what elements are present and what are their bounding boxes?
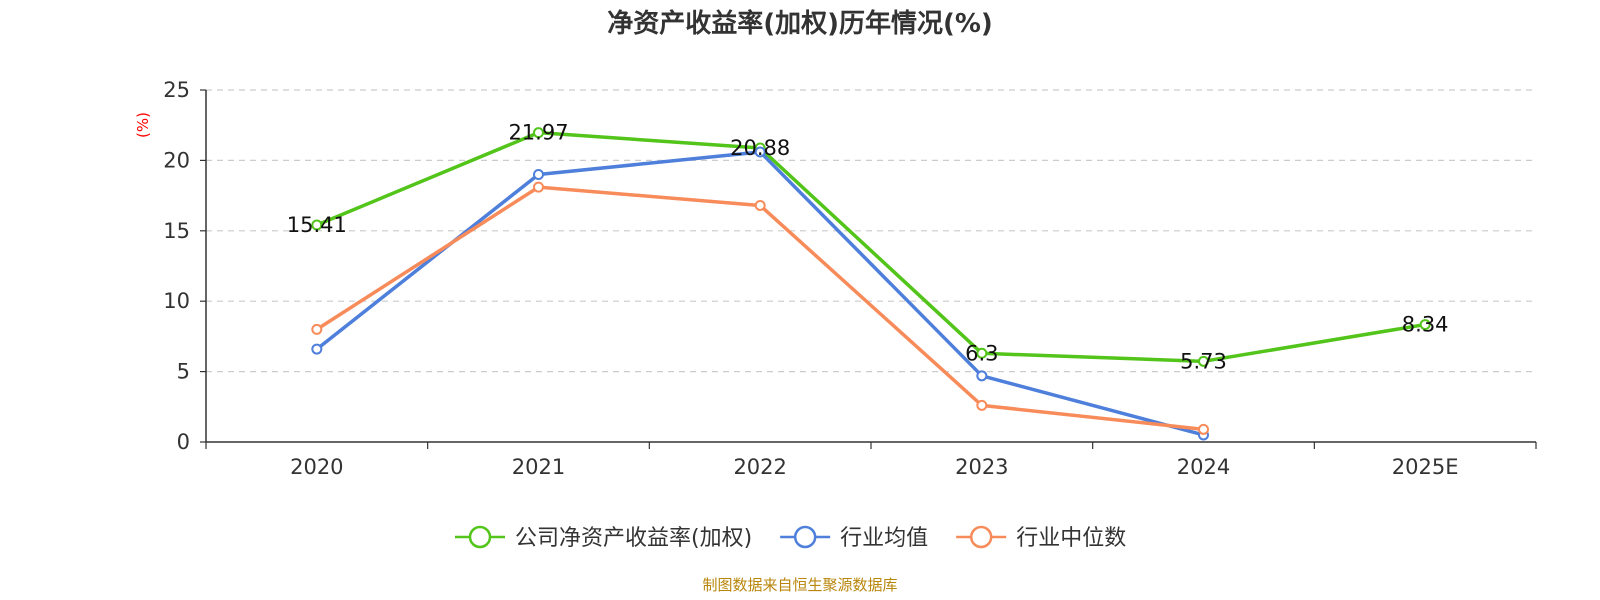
y-tick-label: 5	[177, 360, 190, 384]
chart-title: 净资产收益率(加权)历年情况(%)	[607, 8, 993, 39]
legend-circle-icon	[793, 525, 817, 549]
data-label: 6.3	[965, 341, 998, 365]
series-line	[315, 130, 1427, 364]
y-tick-label: 25	[163, 78, 190, 102]
legend-item-0: 公司净资产收益率(加权)	[455, 525, 752, 551]
data-point	[533, 168, 544, 180]
y-tick-label: 15	[163, 219, 190, 243]
legend-item-2: 行业中位数	[956, 525, 1126, 551]
x-tick-label: 2020	[290, 455, 343, 479]
data-point	[311, 323, 323, 335]
legend-circle-icon	[468, 525, 492, 549]
y-tick-label: 20	[163, 148, 190, 172]
legend-circle-icon	[969, 525, 993, 549]
legend-label: 公司净资产收益率(加权)	[515, 526, 752, 551]
data-label: 20.88	[730, 136, 790, 160]
legend-item-1: 行业均值	[780, 525, 928, 551]
data-point	[1198, 423, 1209, 435]
data-point	[311, 219, 323, 231]
data-label: 5.73	[1180, 349, 1227, 373]
x-tick-label: 2025E	[1392, 455, 1459, 479]
data-point	[976, 370, 988, 382]
series-2	[311, 181, 1209, 435]
series-1	[311, 146, 1209, 441]
data-point	[1419, 319, 1431, 331]
y-axis-unit-label: (%)	[134, 112, 152, 138]
legend-label: 行业中位数	[1016, 526, 1126, 551]
series-line	[315, 150, 1206, 437]
series-line	[315, 185, 1206, 432]
data-label: 15.41	[287, 213, 347, 237]
legend: 公司净资产收益率(加权) 行业均值 行业中位数	[455, 525, 1126, 551]
data-point	[533, 181, 544, 193]
data-point	[533, 127, 544, 139]
source-note: 制图数据来自恒生聚源数据库	[702, 576, 897, 594]
legend-label: 行业均值	[840, 526, 928, 551]
x-tick-label: 2022	[733, 455, 786, 479]
series-lines	[311, 127, 1431, 441]
data-label: 8.34	[1402, 313, 1449, 337]
data-point	[1198, 355, 1209, 367]
y-tick-label: 10	[163, 289, 190, 313]
x-tick-label: 2021	[512, 455, 565, 479]
series-0	[311, 127, 1431, 367]
axes: 0 5 10 15 20 25 2020 2021 2022 2023 2024 2025E	[163, 78, 1537, 479]
data-point	[976, 399, 988, 411]
y-tick-label: 0	[177, 430, 190, 454]
x-tick-label: 2023	[955, 455, 1008, 479]
data-point	[754, 146, 766, 158]
x-tick-label: 2024	[1177, 455, 1230, 479]
data-label: 21.97	[508, 121, 568, 145]
data-point	[311, 343, 323, 355]
data-point	[754, 199, 766, 211]
data-labels: 15.41 21.97 20.88 6.3 5.73 8.34	[287, 121, 1449, 374]
data-point	[976, 347, 988, 359]
gridlines	[206, 89, 1536, 373]
